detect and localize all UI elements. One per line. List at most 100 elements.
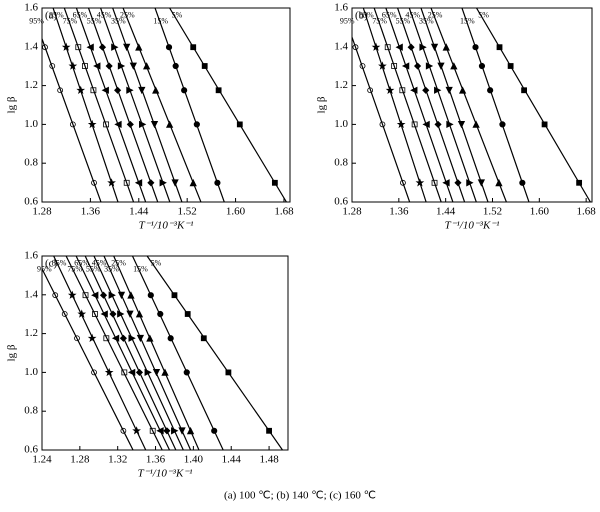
series-label: 85%: [359, 11, 374, 20]
fit-line: [397, 8, 466, 202]
x-tick-label: 1.24: [32, 454, 52, 466]
fit-line: [352, 35, 411, 202]
series-label: 45%: [405, 11, 420, 20]
fit-line: [63, 8, 135, 202]
series-label: 85%: [52, 259, 67, 268]
series-label: 65%: [382, 11, 397, 20]
y-tick-label: 0.6: [24, 196, 38, 208]
series-label: 75%: [63, 16, 78, 25]
fit-line: [65, 256, 163, 450]
x-tick-label: 1.68: [274, 206, 294, 218]
series-label: 35%: [111, 16, 126, 25]
series-label: 25%: [120, 11, 135, 20]
series-label: 55%: [396, 16, 411, 25]
series-label: 85%: [49, 11, 64, 20]
fit-line: [112, 8, 183, 202]
y-tick-label: 1.6: [24, 250, 38, 262]
series-label: 75%: [67, 264, 82, 273]
y-tick-label: 0.6: [334, 196, 348, 208]
x-tick-label: 1.68: [577, 206, 597, 218]
x-tick-label: 1.36: [146, 454, 166, 466]
y-tick-label: 1.2: [334, 79, 348, 91]
fit-line: [42, 267, 134, 450]
x-axis-label: T⁻¹/10⁻³K⁻¹: [139, 220, 194, 232]
fit-line: [103, 256, 192, 450]
y-tick-label: 0.8: [24, 157, 38, 169]
fit-line: [84, 256, 177, 450]
series-label: 95%: [37, 264, 52, 273]
plot-frame: [41, 7, 291, 203]
x-tick-label: 1.60: [530, 206, 550, 218]
y-tick-label: 1.0: [24, 118, 38, 130]
series-label: 55%: [86, 264, 101, 273]
series-label: 15%: [133, 264, 148, 273]
y-tick-label: 1.6: [334, 2, 348, 14]
y-tick-label: 0.8: [24, 405, 38, 417]
fit-line: [52, 8, 119, 202]
series-label: 5%: [172, 11, 183, 20]
series-label: 15%: [460, 16, 475, 25]
series-label: 15%: [153, 16, 168, 25]
fit-line: [53, 256, 147, 450]
fit-line: [408, 8, 477, 202]
panel-label: (c): [45, 258, 58, 270]
series-label: 95%: [29, 16, 44, 25]
fit-line: [475, 8, 591, 202]
x-tick-label: 1.44: [436, 206, 456, 218]
x-tick-label: 1.32: [108, 454, 127, 466]
x-axis-label: T⁻¹/10⁻³K⁻¹: [138, 468, 193, 480]
x-tick-label: 1.44: [222, 454, 242, 466]
y-tick-label: 1.6: [24, 2, 38, 14]
y-tick-label: 1.2: [24, 79, 38, 91]
series-label: 25%: [111, 259, 126, 268]
series-label: 45%: [92, 259, 107, 268]
fit-line: [87, 8, 159, 202]
series-label: 5%: [478, 11, 489, 20]
y-tick-label: 1.4: [334, 40, 348, 52]
x-tick-label: 1.28: [70, 454, 90, 466]
series-label: 35%: [419, 16, 434, 25]
x-tick-label: 1.44: [129, 206, 149, 218]
fit-line: [113, 256, 200, 450]
fit-line: [385, 8, 454, 202]
y-tick-label: 1.2: [24, 327, 38, 339]
fit-line: [430, 8, 507, 202]
data-point: [521, 87, 527, 94]
fit-line: [146, 256, 283, 450]
series-label: 45%: [97, 11, 112, 20]
y-tick-label: 0.6: [24, 444, 38, 456]
y-tick-label: 0.8: [334, 157, 348, 169]
fit-line: [75, 256, 171, 450]
fit-line: [420, 8, 489, 202]
y-tick-label: 1.4: [24, 288, 38, 300]
fit-line: [362, 8, 427, 202]
y-axis-label: lg β: [6, 344, 18, 361]
series-group: [352, 42, 583, 187]
y-tick-label: 1.0: [24, 366, 38, 378]
fit-line: [373, 8, 442, 202]
x-tick-label: 1.28: [32, 206, 52, 218]
x-tick-label: 1.36: [389, 206, 409, 218]
series-group: [42, 42, 278, 187]
series-label: 5%: [151, 259, 162, 268]
fit-line: [93, 256, 184, 450]
fit-line: [42, 37, 102, 202]
series-label: 95%: [340, 16, 355, 25]
series-label: 65%: [74, 259, 89, 268]
plot-frame: [351, 7, 593, 203]
x-tick-label: 1.28: [342, 206, 362, 218]
y-tick-label: 1.4: [24, 40, 38, 52]
caption: (a) 100 ℃; (b) 140 ℃; (c) 160 ℃: [224, 490, 376, 502]
x-tick-label: 1.36: [81, 206, 101, 218]
x-tick-label: 1.60: [226, 206, 246, 218]
fit-line: [461, 8, 530, 202]
fit-line: [131, 256, 224, 450]
x-tick-label: 1.48: [259, 454, 279, 466]
series-label: 55%: [87, 16, 102, 25]
fit-line: [75, 8, 147, 202]
x-tick-label: 1.52: [483, 206, 502, 218]
fit-line: [169, 8, 287, 202]
y-axis-label: lg β: [6, 96, 18, 113]
